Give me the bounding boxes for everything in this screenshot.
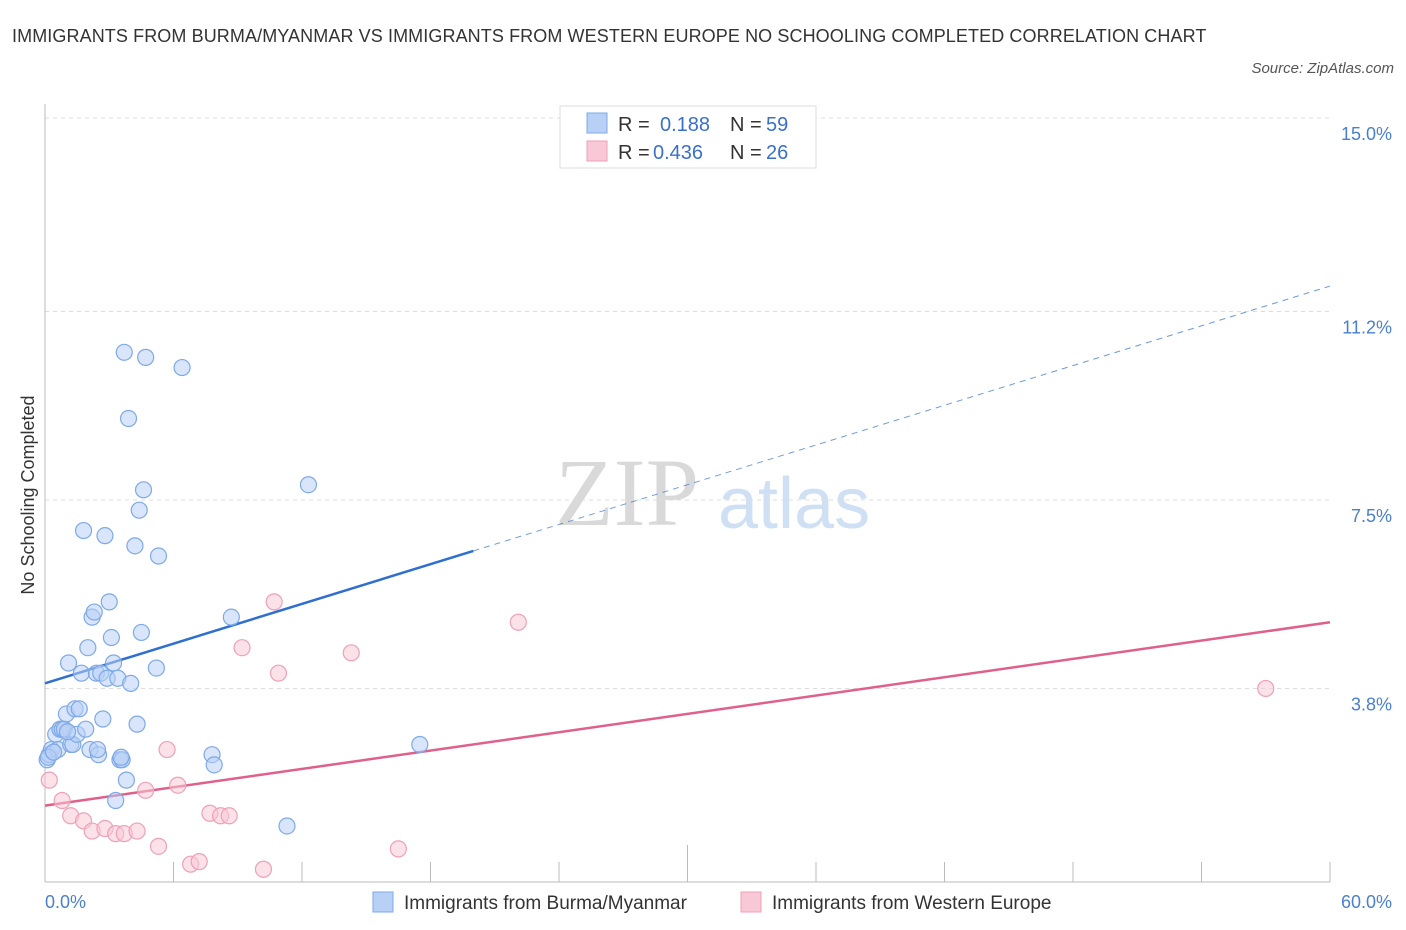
point-burma-29 (102, 628, 120, 647)
point-burma-43 (134, 481, 153, 499)
y-tick-label-0: 3.8% (1351, 694, 1392, 714)
point-burma-26 (96, 527, 114, 545)
point-burma-38 (122, 674, 140, 692)
watermark-atlas: atlas (718, 464, 870, 544)
point-burma-9 (59, 654, 78, 672)
point-western-europe-20 (265, 593, 283, 611)
point-burma-36 (117, 771, 135, 789)
point-burma-40 (128, 715, 146, 733)
point-burma-52 (299, 476, 318, 494)
point-burma-15 (72, 664, 91, 682)
watermark-zip: ZIP (555, 439, 699, 546)
point-western-europe-14 (190, 853, 208, 871)
point-burma-53 (411, 735, 429, 754)
point-burma-16 (74, 521, 93, 540)
point-burma-44 (137, 348, 155, 366)
legend-r-value-burma: 0.188 (660, 114, 710, 136)
point-burma-21 (85, 603, 103, 621)
trend-line-western-europe (44, 621, 1331, 807)
point-western-europe-17 (220, 807, 238, 825)
point-burma-35 (115, 343, 133, 361)
point-western-europe-9 (137, 781, 155, 799)
legend-r-value-western-europe: 0.436 (653, 142, 703, 164)
legend-r-label-western-europe: R = (618, 142, 650, 164)
bottom-legend-swatch-western-europe (740, 891, 762, 913)
point-western-europe-0 (40, 771, 58, 789)
point-burma-18 (79, 639, 97, 657)
point-burma-14 (70, 700, 88, 718)
point-burma-45 (147, 659, 165, 677)
x-tick-label-1: 60.0% (1341, 892, 1392, 912)
bottom-legend-swatch-burma (372, 891, 394, 913)
y-tick-label-1: 7.5% (1351, 506, 1392, 526)
point-burma-46 (149, 547, 168, 565)
point-western-europe-25 (1257, 679, 1275, 698)
point-western-europe-11 (158, 740, 176, 759)
legend-r-label-burma: R = (618, 114, 650, 136)
point-burma-47 (173, 358, 191, 377)
point-western-europe-22 (342, 644, 360, 662)
point-burma-25 (94, 710, 112, 728)
series-legend: Immigrants from Burma/Myanmar Immigrants… (372, 891, 1051, 914)
point-western-europe-1 (53, 791, 71, 810)
point-burma-41 (130, 501, 148, 519)
legend-swatch-western-europe (586, 140, 608, 162)
point-burma-30 (104, 654, 123, 672)
point-burma-57 (88, 740, 107, 759)
point-western-europe-18 (233, 639, 251, 657)
point-burma-56 (58, 723, 77, 741)
bottom-legend-label-western-europe: Immigrants from Western Europe (772, 893, 1051, 914)
y-axis-label: No Schooling Completed (18, 395, 38, 594)
point-burma-39 (126, 537, 144, 555)
point-burma-58 (112, 748, 130, 766)
point-western-europe-21 (269, 664, 288, 682)
legend-n-label-western-europe: N = (730, 142, 762, 164)
y-tick-label-3: 15.0% (1341, 124, 1392, 144)
point-burma-51 (278, 817, 296, 835)
point-burma-17 (77, 720, 95, 738)
trend-line-burma-extension (473, 285, 1331, 552)
chart-title: IMMIGRANTS FROM BURMA/MYANMAR VS IMMIGRA… (12, 26, 1207, 46)
chart-source: Source: ZipAtlas.com (1251, 60, 1394, 77)
point-burma-31 (107, 791, 125, 810)
point-western-europe-19 (254, 860, 273, 878)
correlation-legend: R = 0.188 N = 59 R = 0.436 N = 26 (559, 105, 817, 169)
point-burma-50 (222, 608, 240, 626)
point-western-europe-12 (169, 776, 187, 794)
tick-labels: 3.8% 7.5% 11.2% 15.0% 0.0% 60.0% (45, 124, 1392, 912)
legend-n-label-burma: N = (730, 114, 762, 136)
data-points (38, 343, 1275, 878)
point-burma-55 (44, 743, 63, 761)
point-burma-49 (205, 756, 223, 774)
point-burma-37 (119, 409, 138, 428)
point-western-europe-10 (149, 837, 168, 855)
legend-n-value-burma: 59 (766, 114, 788, 136)
grid-lines (45, 117, 1330, 689)
point-western-europe-24 (509, 613, 527, 631)
legend-n-value-western-europe: 26 (766, 142, 788, 164)
y-tick-label-2: 11.2% (1342, 318, 1392, 338)
x-tick-label-0: 0.0% (45, 892, 86, 912)
bottom-legend-label-burma: Immigrants from Burma/Myanmar (404, 893, 688, 914)
point-western-europe-8 (128, 822, 146, 840)
point-burma-42 (132, 623, 150, 642)
legend-swatch-burma (586, 112, 608, 134)
point-burma-28 (100, 593, 118, 611)
point-western-europe-23 (389, 840, 407, 858)
